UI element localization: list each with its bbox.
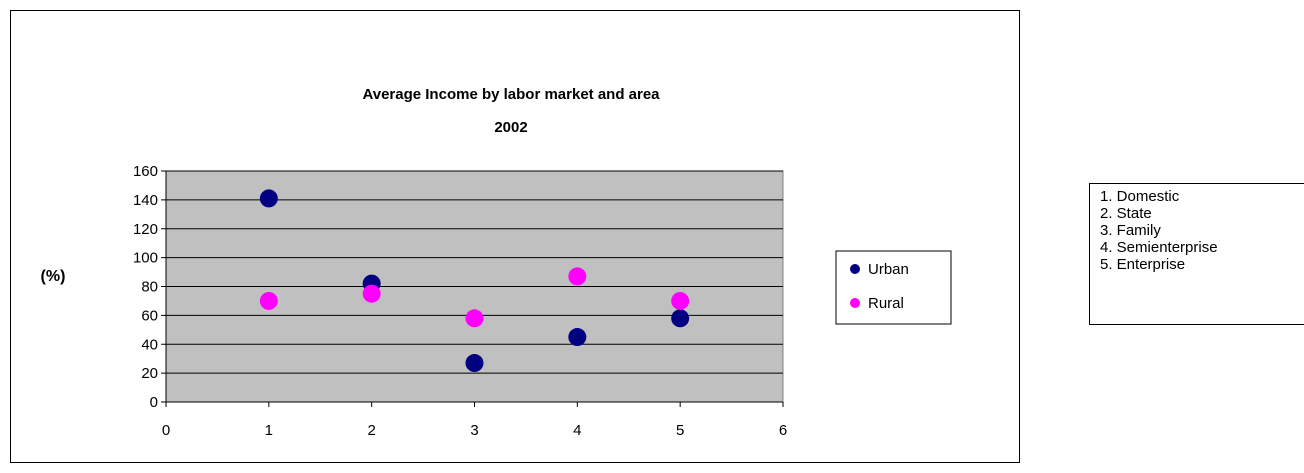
- data-point-urban: [671, 309, 690, 328]
- y-tick-label: 100: [133, 250, 158, 267]
- legend-marker-rural: [850, 298, 860, 308]
- legend-box: [835, 250, 952, 325]
- y-tick-label: 160: [133, 163, 158, 180]
- y-tick-label: 40: [141, 336, 158, 353]
- y-tick-label: 20: [141, 365, 158, 382]
- data-point-rural: [568, 267, 587, 286]
- x-tick-label: 3: [470, 422, 478, 439]
- x-tick-label: 0: [162, 422, 170, 439]
- legend-marker-urban: [850, 264, 860, 274]
- y-tick-label: 140: [133, 192, 158, 209]
- data-point-rural: [671, 291, 690, 310]
- chart-subtitle: 2002: [494, 119, 527, 136]
- category-key-item: 3. Family: [1100, 222, 1161, 239]
- x-tick-label: 4: [573, 422, 581, 439]
- data-point-rural: [259, 291, 278, 310]
- x-tick-label: 6: [779, 422, 787, 439]
- data-point-urban: [465, 354, 484, 373]
- y-tick-label: 120: [133, 221, 158, 238]
- legend-label-urban: Urban: [868, 261, 909, 278]
- y-axis-label: (%): [41, 268, 66, 285]
- plot-area: 0 20 40 60 80 100 120 140 160 0 1 2 3 4 5 6: [133, 163, 787, 439]
- category-key-item: 4. Semienterprise: [1100, 239, 1218, 256]
- legend-label-rural: Rural: [868, 295, 904, 312]
- x-tick-label: 1: [265, 422, 273, 439]
- legend: Urban Rural: [835, 250, 952, 325]
- chart-frame: Average Income by labor market and area …: [10, 10, 1020, 463]
- data-point-rural: [362, 284, 381, 303]
- x-tick-label: 2: [367, 422, 375, 439]
- category-key-box: 1. Domestic 2. State 3. Family 4. Semien…: [1089, 183, 1304, 325]
- category-key-item: 1. Domestic: [1100, 188, 1180, 205]
- y-tick-label: 60: [141, 307, 158, 324]
- x-tick-label: 5: [676, 422, 684, 439]
- category-key-item: 2. State: [1100, 205, 1152, 222]
- chart-svg: Average Income by labor market and area …: [41, 86, 952, 439]
- y-tick-label: 80: [141, 279, 158, 296]
- y-tick-label: 0: [150, 394, 158, 411]
- chart-title: Average Income by labor market and area: [362, 86, 660, 103]
- data-point-urban: [259, 189, 278, 208]
- category-key-item: 5. Enterprise: [1100, 256, 1186, 273]
- data-point-urban: [568, 328, 587, 347]
- data-point-rural: [465, 309, 484, 328]
